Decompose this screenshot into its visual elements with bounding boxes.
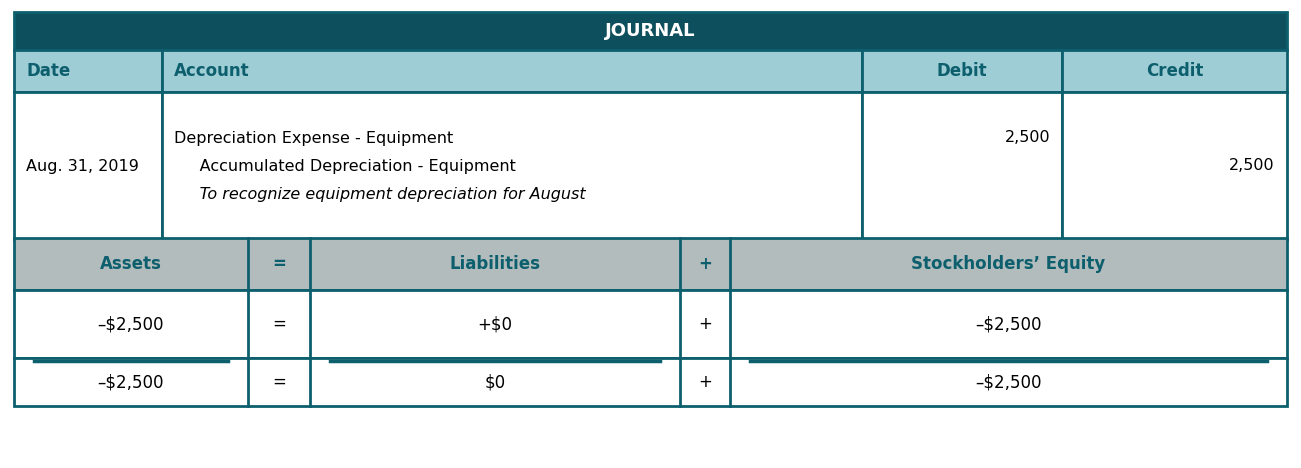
Text: –$2,500: –$2,500 xyxy=(98,315,164,333)
Text: –$2,500: –$2,500 xyxy=(98,373,164,391)
Text: Account: Account xyxy=(174,62,250,80)
Text: Aug. 31, 2019: Aug. 31, 2019 xyxy=(26,159,139,174)
Text: –$2,500: –$2,500 xyxy=(976,315,1042,333)
Text: Stockholders’ Equity: Stockholders’ Equity xyxy=(912,255,1106,273)
Bar xyxy=(1062,92,1287,240)
Text: $0: $0 xyxy=(484,373,506,391)
Bar xyxy=(14,238,1287,290)
Text: 2,500: 2,500 xyxy=(1229,159,1275,174)
Text: Liabilities: Liabilities xyxy=(450,255,540,273)
Bar xyxy=(863,92,1062,240)
Text: Assets: Assets xyxy=(100,255,161,273)
Text: –$2,500: –$2,500 xyxy=(976,373,1042,391)
Text: Accumulated Depreciation - Equipment: Accumulated Depreciation - Equipment xyxy=(174,159,516,174)
Text: =: = xyxy=(272,373,286,391)
Text: Date: Date xyxy=(26,62,70,80)
Bar xyxy=(14,50,163,92)
Bar xyxy=(163,92,863,240)
Text: Credit: Credit xyxy=(1146,62,1203,80)
Text: Debit: Debit xyxy=(937,62,987,80)
Text: JOURNAL: JOURNAL xyxy=(605,22,696,40)
Text: +: + xyxy=(699,373,712,391)
Text: To recognize equipment depreciation for August: To recognize equipment depreciation for … xyxy=(174,187,585,202)
Text: Depreciation Expense - Equipment: Depreciation Expense - Equipment xyxy=(174,131,453,146)
Bar xyxy=(863,50,1062,92)
Bar xyxy=(1062,50,1287,92)
Text: +$0: +$0 xyxy=(477,315,513,333)
Bar xyxy=(14,92,163,240)
Text: +: + xyxy=(699,315,712,333)
Bar xyxy=(14,290,1287,358)
Text: +: + xyxy=(699,255,712,273)
Bar xyxy=(14,12,1287,50)
Bar xyxy=(14,358,1287,406)
Text: 2,500: 2,500 xyxy=(1004,131,1050,146)
Text: =: = xyxy=(272,315,286,333)
Text: =: = xyxy=(272,255,286,273)
Bar xyxy=(163,50,863,92)
